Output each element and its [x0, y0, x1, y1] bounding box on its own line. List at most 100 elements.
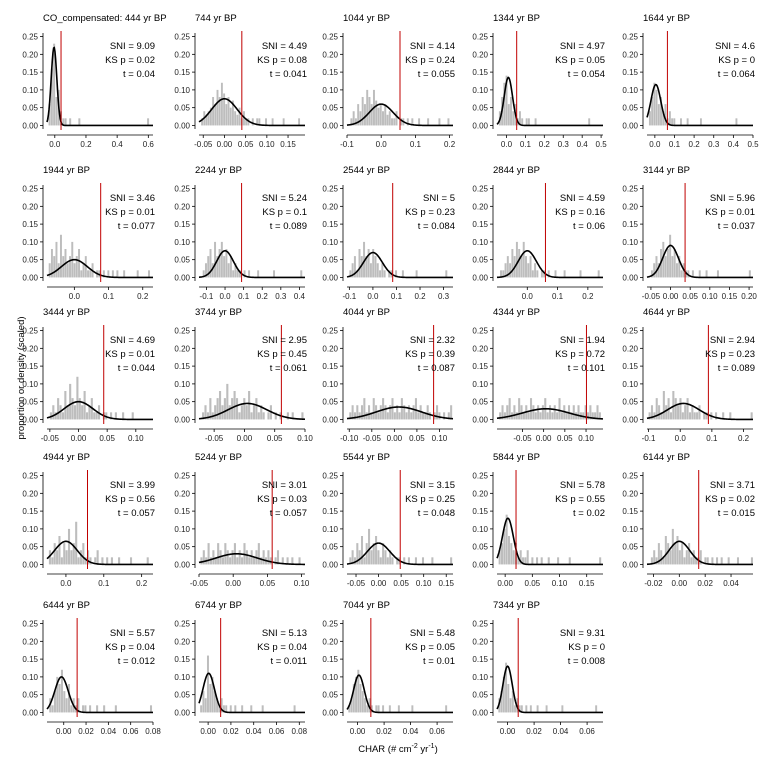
histogram-bar — [223, 256, 226, 278]
histogram-bar — [673, 118, 676, 126]
y-axis-label: proportion or density (scaled) — [16, 316, 27, 439]
stat-label: SNI = 1.94 — [560, 335, 605, 346]
histogram-bar — [73, 405, 77, 420]
x-tick-label: 0.00 — [672, 579, 688, 588]
histogram-bar — [218, 391, 222, 420]
panel-title: 6144 yr BP — [643, 452, 690, 463]
panel-19: 5844 yr BP 0.00 0.05 0.10 0.15 0.00 0.05 0.10 0.… — [472, 452, 605, 588]
density-curve — [198, 249, 305, 279]
histogram-bar — [502, 676, 505, 713]
histogram-bar — [348, 705, 351, 713]
histogram-bar — [361, 691, 364, 713]
x-tick-label: 0.02 — [697, 579, 713, 588]
stat-label: KS p = 0.04 — [257, 642, 307, 653]
histogram-bar — [508, 398, 511, 420]
histogram-bar — [703, 412, 706, 420]
histogram-bar — [671, 118, 674, 126]
histogram-bar — [257, 412, 260, 420]
histogram-bar — [506, 256, 509, 278]
panel-17: 5244 yr BP -0.05 0.00 0.05 0.10 0.00 0.05 0.10 0… — [174, 452, 309, 588]
histogram-bar — [684, 405, 687, 420]
y-tick-label: 0.00 — [322, 273, 338, 282]
histogram-bar — [211, 263, 214, 278]
panel-grid: CO_compensated: 444 yr BP 0.0 0.2 0.4 0.6 0.0… — [22, 13, 759, 736]
density-curve — [46, 46, 153, 127]
histogram-bar — [358, 249, 361, 278]
histogram-bar — [372, 249, 375, 278]
x-tick-label: 0.05 — [267, 434, 283, 443]
histogram-bar — [66, 263, 69, 278]
histogram-bar — [51, 705, 54, 713]
x-tick-label: 0.05 — [525, 579, 541, 588]
y-tick-label: 0.00 — [174, 560, 190, 569]
histogram-bar — [699, 118, 702, 126]
stat-label: t = 0.008 — [568, 656, 605, 667]
y-tick-label: 0.00 — [322, 121, 338, 130]
y-tick-label: 0.05 — [322, 543, 338, 552]
histogram-bar — [353, 412, 356, 420]
y-tick-label: 0.05 — [322, 104, 338, 113]
histogram-bar — [226, 550, 229, 565]
y-tick-label: 0.15 — [622, 68, 638, 77]
histogram-bar — [421, 557, 425, 565]
panel-2: 744 yr BP -0.05 0.00 0.05 0.10 0.15 0.00 0.05 0.… — [174, 13, 307, 149]
histogram-bar — [660, 97, 662, 126]
x-tick-label: -0.05 — [41, 434, 60, 443]
histogram-bar — [116, 270, 119, 278]
y-tick-label: 0.25 — [622, 472, 638, 481]
stat-label: KS p = 0.02 — [105, 55, 155, 66]
x-tick-label: 0.00 — [350, 727, 366, 736]
histogram-bar — [382, 705, 385, 713]
histogram-bar — [234, 111, 237, 126]
y-tick-label: 0.00 — [622, 560, 638, 569]
histogram-bar — [245, 118, 248, 126]
stat-label: SNI = 4.69 — [110, 335, 155, 346]
x-tick-label: 0.04 — [723, 579, 739, 588]
y-tick-label: 0.05 — [22, 104, 38, 113]
histogram-bar — [377, 705, 380, 713]
histogram-bar — [669, 550, 672, 565]
y-tick-label: 0.25 — [22, 33, 38, 42]
histogram-bar — [505, 75, 508, 126]
y-tick-label: 0.15 — [22, 507, 38, 516]
histogram-bar — [657, 263, 660, 278]
y-tick-label: 0.25 — [622, 185, 638, 194]
histogram-bar — [382, 111, 384, 126]
histogram-bar — [514, 705, 517, 713]
histogram-bar — [396, 557, 399, 565]
histogram-bar — [87, 270, 90, 278]
stat-label: KS p = 0.24 — [405, 55, 455, 66]
histogram-bar — [65, 550, 68, 565]
histogram-bar — [401, 270, 404, 278]
histogram-bar — [563, 270, 566, 278]
histogram-bar — [436, 405, 439, 420]
histogram-bar — [293, 705, 296, 713]
histogram-bar — [750, 557, 753, 565]
histogram-bar — [349, 412, 352, 420]
y-tick-label: 0.10 — [472, 525, 488, 534]
x-tick-label: 0.2 — [738, 434, 750, 443]
histogram-bar — [357, 669, 360, 713]
histogram-bar — [102, 270, 105, 278]
histogram-bar — [225, 104, 228, 126]
x-tick-label: 0.6 — [143, 140, 155, 149]
y-tick-label: 0.25 — [472, 620, 488, 629]
histogram-bar — [525, 256, 527, 278]
histogram-bar — [500, 543, 504, 565]
histogram-bar — [360, 256, 363, 278]
histogram-bar — [515, 241, 518, 278]
histogram-bar — [131, 412, 134, 420]
histogram-bar — [664, 256, 667, 278]
panel-18: 5544 yr BP -0.05 0.00 0.05 0.10 0.15 0.00 0.05 0… — [322, 452, 455, 588]
y-tick-label: 0.15 — [322, 362, 338, 371]
histogram-bar — [522, 412, 525, 420]
histogram-bar — [231, 100, 234, 126]
histogram-bar — [688, 412, 691, 420]
y-tick-label: 0.05 — [174, 691, 190, 700]
histogram-bar — [214, 104, 217, 126]
histogram-bar — [94, 557, 97, 565]
y-tick-label: 0.25 — [472, 327, 488, 336]
x-tick-label: 0.2 — [444, 140, 456, 149]
y-tick-label: 0.00 — [322, 560, 338, 569]
y-tick-label: 0.25 — [472, 33, 488, 42]
